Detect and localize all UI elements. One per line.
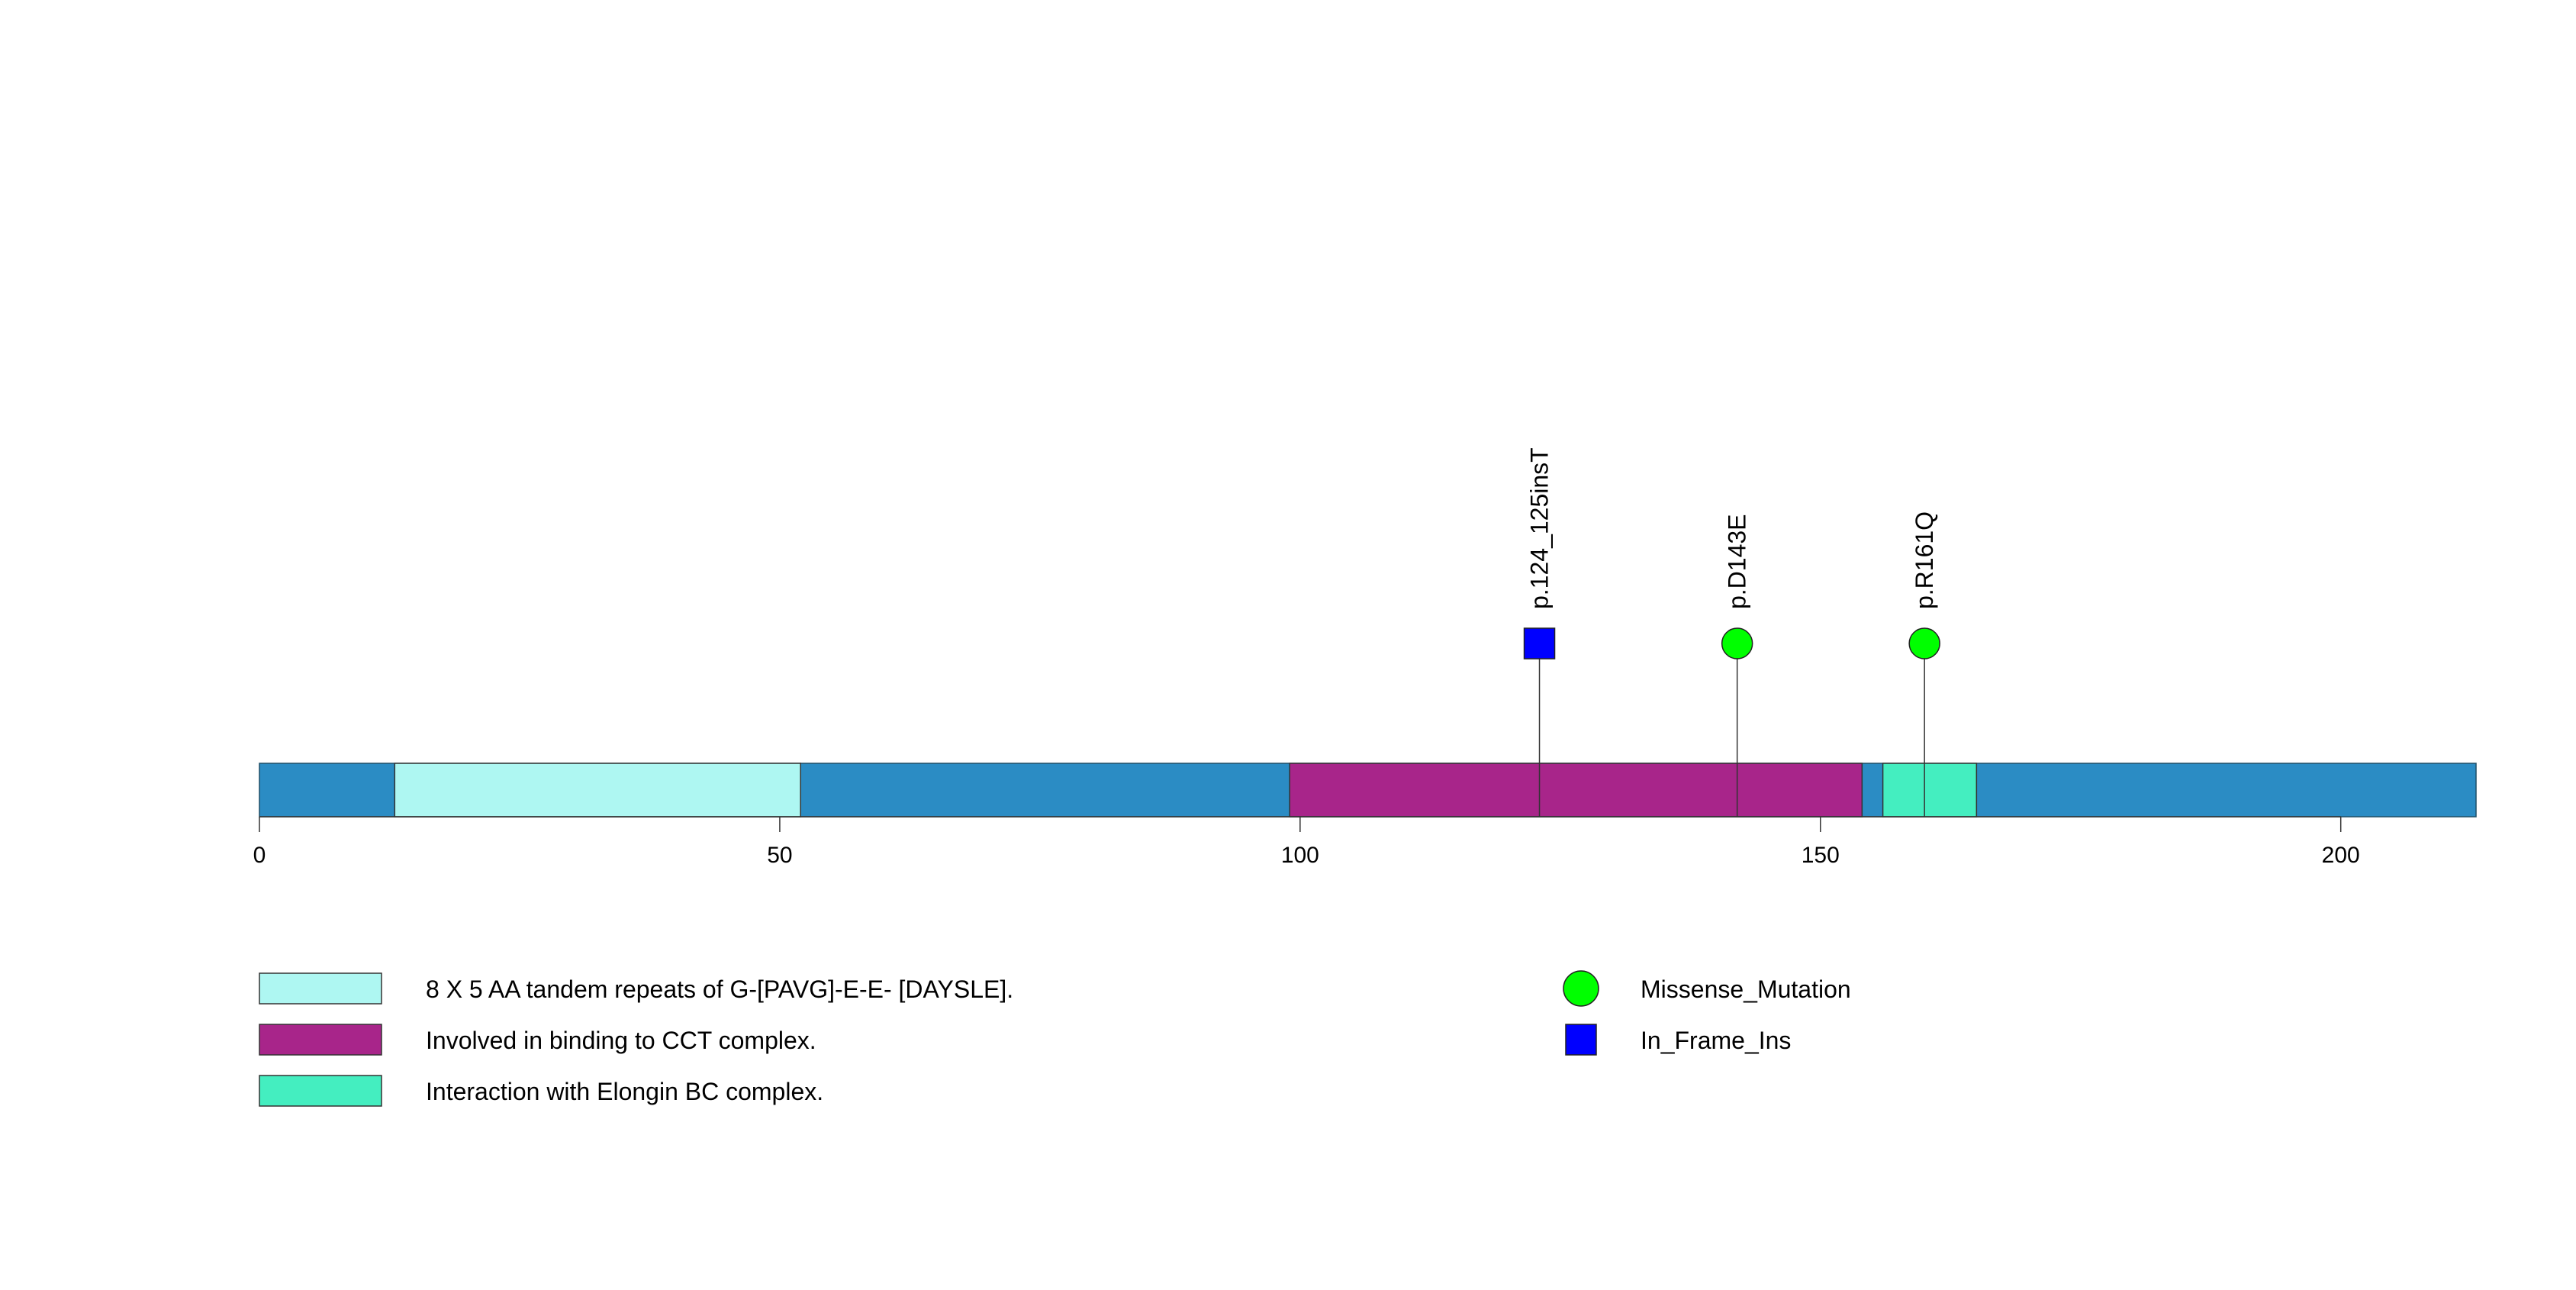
x-tick-label-100: 100 [1281, 843, 1319, 868]
legend-domain-swatch-2 [259, 1024, 382, 1056]
x-tick-label-150: 150 [1802, 843, 1840, 868]
mutation-marker-layer [1523, 627, 1940, 660]
mutation-label-2: p.D143E [1724, 514, 1751, 609]
legend-domain-label-1: 8 X 5 AA tandem repeats of G-[PAVG]-E-E-… [426, 976, 1013, 1003]
x-axis: 0 50 100 150 200 [253, 816, 2360, 868]
legend-mutation-square-icon [1565, 1024, 1597, 1056]
legend-mutation-label-2: In_Frame_Ins [1641, 1027, 1791, 1054]
mutation-label-3: p.R161Q [1911, 511, 1938, 609]
mutation-legend: Missense_Mutation In_Frame_Ins [1563, 970, 1851, 1056]
mutation-label-1: p.124_125insT [1526, 447, 1554, 609]
legend-mutation-circle-icon [1563, 970, 1599, 1007]
legend-domain-label-3: Interaction with Elongin BC complex. [426, 1078, 823, 1105]
legend-domain-swatch-1 [259, 972, 382, 1005]
legend-domain-label-2: Involved in binding to CCT complex. [426, 1027, 816, 1054]
x-tick-label-0: 0 [253, 843, 266, 868]
mutation-label-layer: p.124_125insT p.D143E p.R161Q [1526, 447, 1939, 609]
x-tick-label-200: 200 [2322, 843, 2360, 868]
domain-segment-1 [394, 763, 801, 818]
legend-mutation-label-1: Missense_Mutation [1641, 976, 1851, 1003]
domain-layer [394, 763, 1978, 818]
mutation-marker-circle-3 [1908, 627, 1940, 660]
x-tick-label-50: 50 [767, 843, 792, 868]
mutation-marker-circle-2 [1721, 627, 1753, 660]
domain-segment-3 [1882, 763, 1978, 818]
legend-domain-swatch-3 [259, 1075, 382, 1107]
mutation-marker-square-1 [1523, 627, 1556, 660]
domain-legend: 8 X 5 AA tandem repeats of G-[PAVG]-E-E-… [259, 972, 1013, 1107]
domain-segment-2 [1289, 763, 1863, 818]
mutation-stem-layer [1538, 643, 1925, 817]
